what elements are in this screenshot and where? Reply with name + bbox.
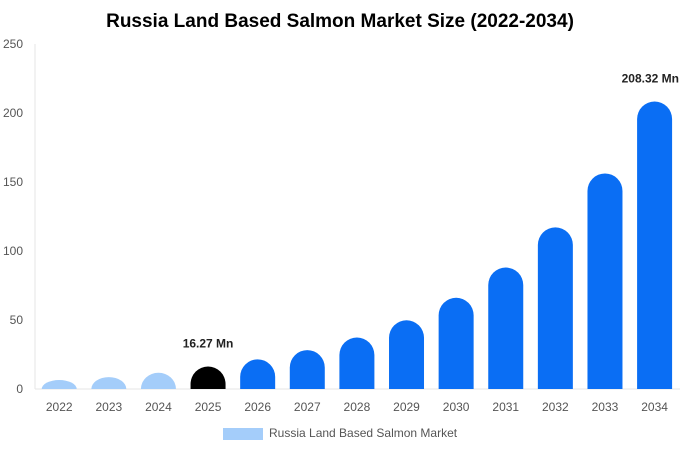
x-tick-label: 2030: [443, 400, 470, 414]
x-tick-label: 2028: [344, 400, 371, 414]
x-tick-label: 2022: [46, 400, 73, 414]
x-tick-label: 2033: [592, 400, 619, 414]
y-tick-label: 50: [10, 313, 24, 327]
legend-swatch: [223, 428, 263, 440]
chart-title: Russia Land Based Salmon Market Size (20…: [106, 11, 574, 32]
x-tick-label: 2025: [195, 400, 222, 414]
y-axis-ticks: 0 50 100 150 200 250: [3, 37, 23, 396]
x-tick-label: 2023: [95, 400, 122, 414]
x-tick-label: 2032: [542, 400, 569, 414]
y-tick-label: 100: [3, 244, 23, 258]
bar-2025[interactable]: [190, 366, 226, 389]
x-tick-label: 2029: [393, 400, 420, 414]
legend[interactable]: Russia Land Based Salmon Market: [223, 426, 458, 440]
bar-2028[interactable]: [339, 337, 375, 389]
legend-label: Russia Land Based Salmon Market: [269, 426, 458, 440]
bar-2030[interactable]: [438, 297, 474, 389]
x-tick-label: 2031: [492, 400, 519, 414]
y-tick-label: 150: [3, 175, 23, 189]
x-tick-label: 2027: [294, 400, 321, 414]
bar-2024[interactable]: [140, 372, 176, 389]
data-label-2034: 208.32 Mn: [622, 72, 679, 86]
bar-2022[interactable]: [41, 380, 77, 389]
bar-2033[interactable]: [587, 173, 623, 389]
bar-2034[interactable]: [637, 101, 673, 389]
bar-2032[interactable]: [537, 227, 573, 389]
y-tick-label: 0: [16, 382, 23, 396]
bar-2023[interactable]: [91, 377, 127, 389]
data-labels: 16.27 Mn 208.32 Mn: [183, 72, 679, 351]
bars: [41, 101, 673, 389]
bar-2031[interactable]: [488, 267, 524, 389]
x-tick-label: 2024: [145, 400, 172, 414]
bar-2026[interactable]: [240, 359, 276, 389]
data-label-2025: 16.27 Mn: [183, 337, 234, 351]
bar-2029[interactable]: [389, 320, 425, 389]
y-tick-label: 200: [3, 106, 23, 120]
x-tick-label: 2026: [244, 400, 271, 414]
x-axis-ticks: 2022 2023 2024 2025 2026 2027 2028 2029 2030 2031…: [46, 400, 668, 414]
x-tick-label: 2034: [641, 400, 668, 414]
y-tick-label: 250: [3, 37, 23, 51]
bar-2027[interactable]: [289, 350, 325, 389]
